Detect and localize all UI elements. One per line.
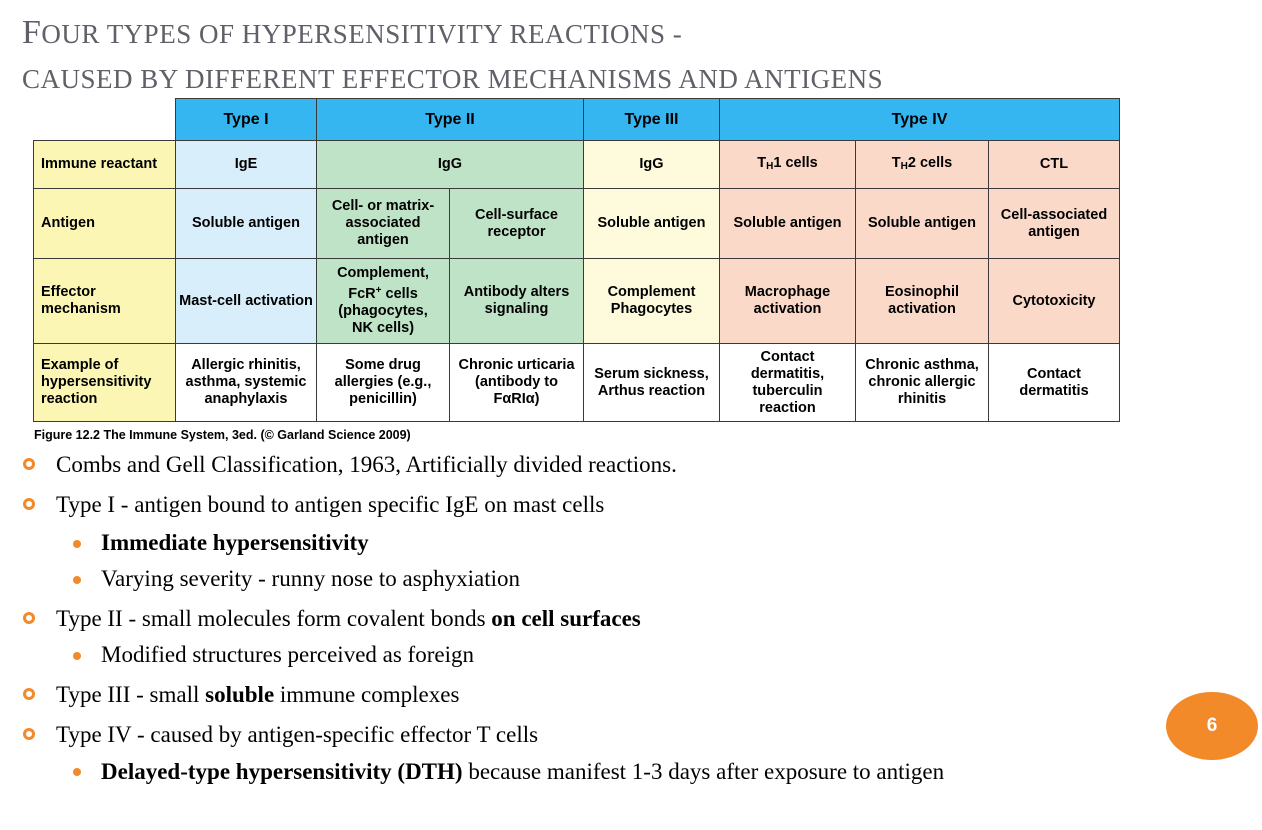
cell-t3-reactant: IgG <box>583 140 720 189</box>
bullet-dot-icon <box>73 576 81 584</box>
header-type-2: Type II <box>316 98 584 141</box>
cell-t2-reactant: IgG <box>316 140 584 189</box>
cell-t1-reactant: IgE <box>175 140 317 189</box>
cell-t4a-reactant: TH1 cells <box>719 140 856 189</box>
row-label-effector: Effector mechanism <box>33 258 176 344</box>
bullet-dot-icon <box>73 652 81 660</box>
bullet-dot-icon <box>73 540 81 548</box>
bullet-2b: Varying severity - runny nose to asphyxi… <box>101 566 521 591</box>
cell-t1-example: Allergic rhinitis, asthma, systemic anap… <box>175 343 317 422</box>
cell-t2b-effector: Antibody alters signaling <box>449 258 584 344</box>
row-label-example: Example of hypersensitivity reaction <box>33 343 176 422</box>
figure-caption: Figure 12.2 The Immune System, 3ed. (© G… <box>34 428 411 442</box>
slide-title: FOUR TYPES OF HYPERSENSITIVITY REACTIONS… <box>22 10 1122 102</box>
row-antigen: Antigen Soluble antigen Cell- or matrix-… <box>33 188 1120 259</box>
row-example: Example of hypersensitivity reaction All… <box>33 343 1120 422</box>
header-type-4: Type IV <box>719 98 1120 141</box>
bullet-4: Type III - small soluble immune complexe… <box>56 682 460 707</box>
bullet-ring-icon <box>23 498 35 510</box>
bullet-5: Type IV - caused by antigen-specific eff… <box>56 722 539 747</box>
row-label-immune-reactant: Immune reactant <box>33 140 176 189</box>
title-line-1: FOUR TYPES OF HYPERSENSITIVITY REACTIONS… <box>22 14 683 51</box>
cell-t4a-effector: Macrophage activation <box>719 258 856 344</box>
row-label-antigen: Antigen <box>33 188 176 259</box>
cell-t2b-example: Chronic urticaria (antibody to FαRIα) <box>449 343 584 422</box>
page-number-badge: 6 <box>1166 692 1258 760</box>
bullet-ring-icon <box>23 728 35 740</box>
cell-t3-effector: Complement Phagocytes <box>583 258 720 344</box>
cell-t4b-effector: Eosinophil activation <box>855 258 989 344</box>
header-row: Type I Type II Type III Type IV <box>34 98 1120 141</box>
bullet-5a: Delayed-type hypersensitivity (DTH) beca… <box>101 759 945 784</box>
cell-t4a-antigen: Soluble antigen <box>719 188 856 259</box>
cell-t4c-reactant: CTL <box>988 140 1120 189</box>
cell-t2a-antigen: Cell- or matrix-associated antigen <box>316 188 450 259</box>
bullet-ring-icon <box>23 458 35 470</box>
cell-t2a-example: Some drug allergies (e.g., penicillin) <box>316 343 450 422</box>
cell-t1-antigen: Soluble antigen <box>175 188 317 259</box>
bullet-1: Combs and Gell Classification, 1963, Art… <box>56 452 677 477</box>
cell-t3-example: Serum sickness, Arthus reaction <box>583 343 720 422</box>
bullet-3a: Modified structures perceived as foreign <box>101 642 474 667</box>
bullet-ring-icon <box>23 688 35 700</box>
bullet-3: Type II - small molecules form covalent … <box>56 606 641 631</box>
cell-t2a-effector: Complement, FcR+ cells (phagocytes, NK c… <box>316 258 450 344</box>
header-type-1: Type I <box>175 98 317 141</box>
cell-t4b-reactant: TH2 cells <box>855 140 989 189</box>
cell-t1-effector: Mast-cell activation <box>175 258 317 344</box>
cell-t3-antigen: Soluble antigen <box>583 188 720 259</box>
title-line-2: CAUSED BY DIFFERENT EFFECTOR MECHANISMS … <box>22 64 884 94</box>
bullet-2a: Immediate hypersensitivity <box>101 530 369 555</box>
row-effector: Effector mechanism Mast-cell activation … <box>33 258 1120 344</box>
hypersensitivity-table: Type I Type II Type III Type IV Immune r… <box>33 98 1120 422</box>
bullet-ring-icon <box>23 612 35 624</box>
cell-t4c-antigen: Cell-associated antigen <box>988 188 1120 259</box>
bullet-dot-icon <box>73 768 81 776</box>
bullet-2: Type I - antigen bound to antigen specif… <box>56 492 605 517</box>
corner-cell <box>34 99 176 141</box>
cell-t2b-antigen: Cell-surface receptor <box>449 188 584 259</box>
header-type-3: Type III <box>583 98 720 141</box>
cell-t4b-antigen: Soluble antigen <box>855 188 989 259</box>
cell-t4a-example: Contact dermatitis, tuberculin reaction <box>719 343 856 422</box>
cell-t4c-effector: Cytotoxicity <box>988 258 1120 344</box>
cell-t4b-example: Chronic asthma, chronic allergic rhiniti… <box>855 343 989 422</box>
row-immune-reactant: Immune reactant IgE IgG IgG TH1 cells TH… <box>33 140 1120 189</box>
cell-t4c-example: Contact dermatitis <box>988 343 1120 422</box>
